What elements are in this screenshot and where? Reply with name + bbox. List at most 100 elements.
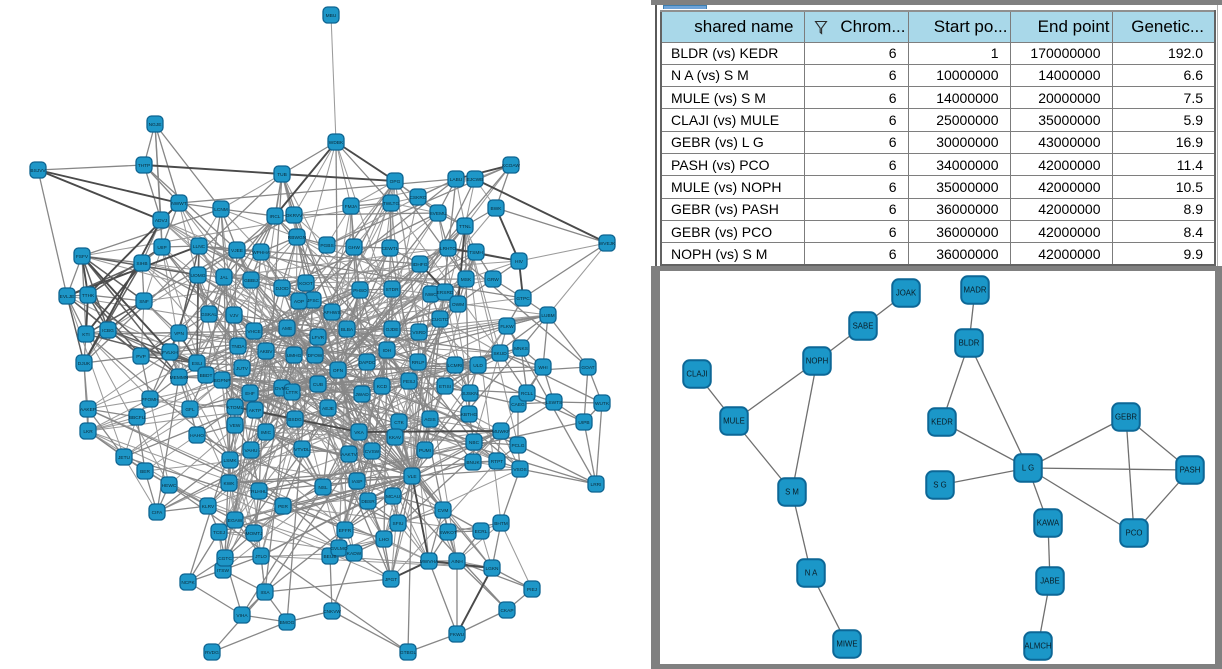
svg-text:BNUK: BNUK xyxy=(466,460,480,466)
svg-text:VIHA: VIHA xyxy=(236,613,248,619)
svg-text:KBTHG: KBTHG xyxy=(461,412,478,418)
svg-text:WUTK: WUTK xyxy=(595,401,610,407)
svg-text:PASH: PASH xyxy=(1180,466,1201,475)
svg-text:VJEE: VJEE xyxy=(231,248,243,254)
svg-text:PUMI: PUMI xyxy=(419,448,431,454)
svg-text:PGBS: PGBS xyxy=(320,243,333,249)
svg-text:AOP: AOP xyxy=(294,299,304,305)
svg-text:SIHB: SIHB xyxy=(136,261,147,267)
svg-text:FKWU: FKWU xyxy=(450,632,465,638)
svg-text:AAKEP: AAKEP xyxy=(80,407,96,413)
svg-text:TSMH: TSMH xyxy=(469,250,483,256)
svg-text:GOAT: GOAT xyxy=(581,365,594,371)
svg-text:VTVDL: VTVDL xyxy=(294,447,310,453)
svg-text:CAEG: CAEG xyxy=(511,402,525,408)
svg-text:HEWC: HEWC xyxy=(162,483,177,489)
svg-text:LSWTS: LSWTS xyxy=(546,400,563,406)
svg-text:BWK: BWK xyxy=(491,206,503,212)
svg-text:HAHO: HAHO xyxy=(190,433,204,439)
svg-text:AEJE: AEJE xyxy=(322,406,334,412)
svg-text:VEW: VEW xyxy=(230,423,241,429)
svg-text:MOMTJ: MOMTJ xyxy=(245,531,263,537)
svg-text:MNKS: MNKS xyxy=(514,346,528,352)
svg-text:CNKVW: CNKVW xyxy=(323,609,341,615)
svg-text:CLAJI: CLAJI xyxy=(686,370,707,379)
svg-text:GBBIJ: GBBIJ xyxy=(244,278,258,284)
svg-text:JPGT: JPGT xyxy=(385,577,397,583)
svg-text:VSRD: VSRD xyxy=(412,330,426,336)
svg-text:KKAV: KKAV xyxy=(389,435,402,441)
svg-text:LHO: LHO xyxy=(379,537,389,543)
svg-text:KADW: KADW xyxy=(347,551,362,557)
svg-text:VHCE: VHCE xyxy=(247,329,260,335)
svg-text:LRRI: LRRI xyxy=(591,482,602,488)
svg-text:JAL: JAL xyxy=(220,275,229,281)
svg-text:BMOG: BMOG xyxy=(280,620,295,626)
svg-text:MULE: MULE xyxy=(723,417,745,426)
svg-text:MUWKF: MUWKF xyxy=(492,429,510,435)
svg-text:STDR: STDR xyxy=(385,287,399,293)
svg-text:KTI: KTI xyxy=(82,332,89,338)
svg-text:OVMC: OVMC xyxy=(275,386,290,392)
svg-text:JOAK: JOAK xyxy=(896,289,917,298)
svg-text:LTTR: LTTR xyxy=(286,390,298,396)
svg-text:FMJA: FMJA xyxy=(345,204,358,210)
svg-text:OFN: OFN xyxy=(333,368,344,374)
svg-text:SWKOT: SWKOT xyxy=(439,530,457,536)
svg-text:VAHU: VAHU xyxy=(245,448,259,454)
svg-text:LGKN: LGKN xyxy=(485,566,499,572)
svg-text:MIWE: MIWE xyxy=(836,640,857,649)
svg-text:EGAW: EGAW xyxy=(228,518,243,524)
svg-text:CEWTL: CEWTL xyxy=(382,246,399,252)
svg-text:AAKTV: AAKTV xyxy=(341,452,358,458)
svg-text:DBSR: DBSR xyxy=(361,499,375,505)
svg-text:IDH: IDH xyxy=(383,348,392,354)
svg-text:IRCL: IRCL xyxy=(270,214,281,220)
svg-text:UOMG: UOMG xyxy=(191,273,206,279)
svg-text:CSKRO: CSKRO xyxy=(409,195,426,201)
svg-text:TWLTG: TWLTG xyxy=(383,201,400,207)
svg-text:MSK: MSK xyxy=(461,277,472,283)
svg-text:TNDA: TNDA xyxy=(231,344,245,350)
svg-text:AINH: AINH xyxy=(451,559,463,565)
svg-text:N A: N A xyxy=(805,569,818,578)
svg-text:LLNC: LLNC xyxy=(193,244,206,250)
svg-text:UIIP: UIIP xyxy=(157,245,166,251)
svg-text:BLDR: BLDR xyxy=(959,339,980,348)
svg-text:LABU: LABU xyxy=(450,177,463,183)
svg-text:NSL: NSL xyxy=(318,485,328,491)
svg-text:KAWA: KAWA xyxy=(1037,519,1060,528)
svg-text:BER: BER xyxy=(140,469,150,475)
svg-text:BHTM: BHTM xyxy=(494,521,508,527)
svg-text:GSKAL: GSKAL xyxy=(201,312,217,318)
svg-text:PIEJ: PIEJ xyxy=(527,587,538,593)
svg-text:ALMCH: ALMCH xyxy=(1024,642,1051,651)
svg-text:MWVHA: MWVHA xyxy=(420,559,439,565)
svg-text:BBDT: BBDT xyxy=(200,373,213,379)
svg-text:BSJVV: BSJVV xyxy=(30,168,46,174)
svg-text:AKTP: AKTP xyxy=(249,408,262,414)
svg-text:GVLMO: GVLMO xyxy=(330,546,348,552)
svg-text:RTPT: RTPT xyxy=(491,459,504,465)
svg-text:NCPK: NCPK xyxy=(181,580,195,586)
svg-text:ADVJ: ADVJ xyxy=(155,218,168,224)
svg-text:GEBR: GEBR xyxy=(1115,413,1137,422)
svg-text:SABE: SABE xyxy=(853,322,874,331)
svg-text:L G: L G xyxy=(1022,464,1034,473)
svg-text:LSMK: LSMK xyxy=(223,458,237,464)
svg-text:GTPC: GTPC xyxy=(516,296,530,302)
svg-text:TTHK: TTHK xyxy=(82,293,95,299)
svg-text:VLE: VLE xyxy=(407,474,416,480)
svg-text:WDBK: WDBK xyxy=(329,140,344,146)
svg-text:LCNM: LCNM xyxy=(214,207,228,213)
svg-text:PFOMH: PFOMH xyxy=(141,397,159,403)
svg-text:GHW: GHW xyxy=(348,245,360,251)
svg-text:BSDG: BSDG xyxy=(288,417,302,423)
svg-text:UMHG: UMHG xyxy=(287,353,302,359)
svg-text:BGPNP: BGPNP xyxy=(214,378,231,384)
svg-text:WVEJK: WVEJK xyxy=(599,241,616,247)
svg-text:MEMMN: MEMMN xyxy=(170,375,189,381)
svg-text:LKR: LKR xyxy=(83,429,93,435)
svg-text:WPHHA: WPHHA xyxy=(252,250,271,256)
svg-text:MCAU: MCAU xyxy=(386,494,401,500)
